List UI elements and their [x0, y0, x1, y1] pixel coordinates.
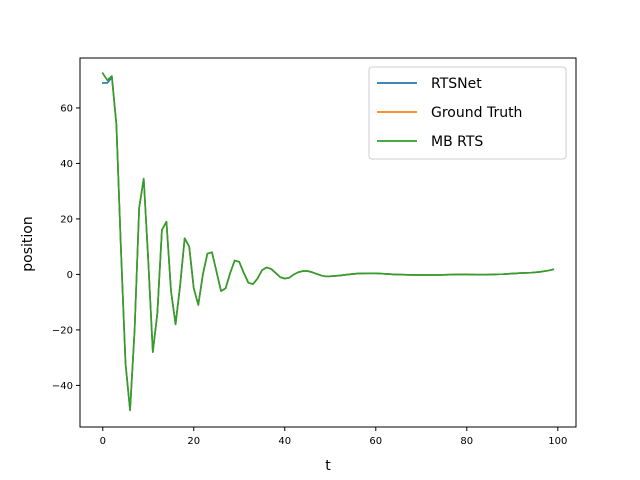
y-tick-label: 0 — [67, 270, 73, 281]
axes-frame — [79, 57, 577, 428]
x-tick-label: 100 — [548, 436, 567, 447]
plot-area — [101, 72, 555, 412]
legend-box — [368, 66, 567, 160]
series-line-mb-rts — [101, 72, 555, 412]
x-tick-label: 40 — [278, 436, 291, 447]
y-tick-label: 40 — [60, 159, 73, 170]
x-tick-label: 20 — [187, 436, 200, 447]
legend-label-ground-truth: Ground Truth — [431, 105, 522, 121]
x-tick-label: 80 — [460, 436, 473, 447]
legend-label-mb-rts: MB RTS — [431, 134, 483, 150]
legend: RTSNet Ground Truth MB RTS — [368, 66, 567, 160]
legend-label-rtsnet: RTSNet — [431, 76, 482, 92]
y-tick-label: 60 — [60, 103, 73, 114]
x-tick-label: 60 — [369, 436, 382, 447]
y-tick-label: −20 — [52, 325, 73, 336]
y-tick-label: −40 — [52, 381, 73, 392]
x-tick-label: 0 — [100, 436, 106, 447]
y-axis-label: position — [20, 216, 36, 271]
y-tick-label: 20 — [60, 214, 73, 225]
x-axis-label: t — [325, 458, 331, 474]
axes: 0 20 40 60 80 100 −40 −20 0 20 40 60 — [52, 57, 577, 447]
